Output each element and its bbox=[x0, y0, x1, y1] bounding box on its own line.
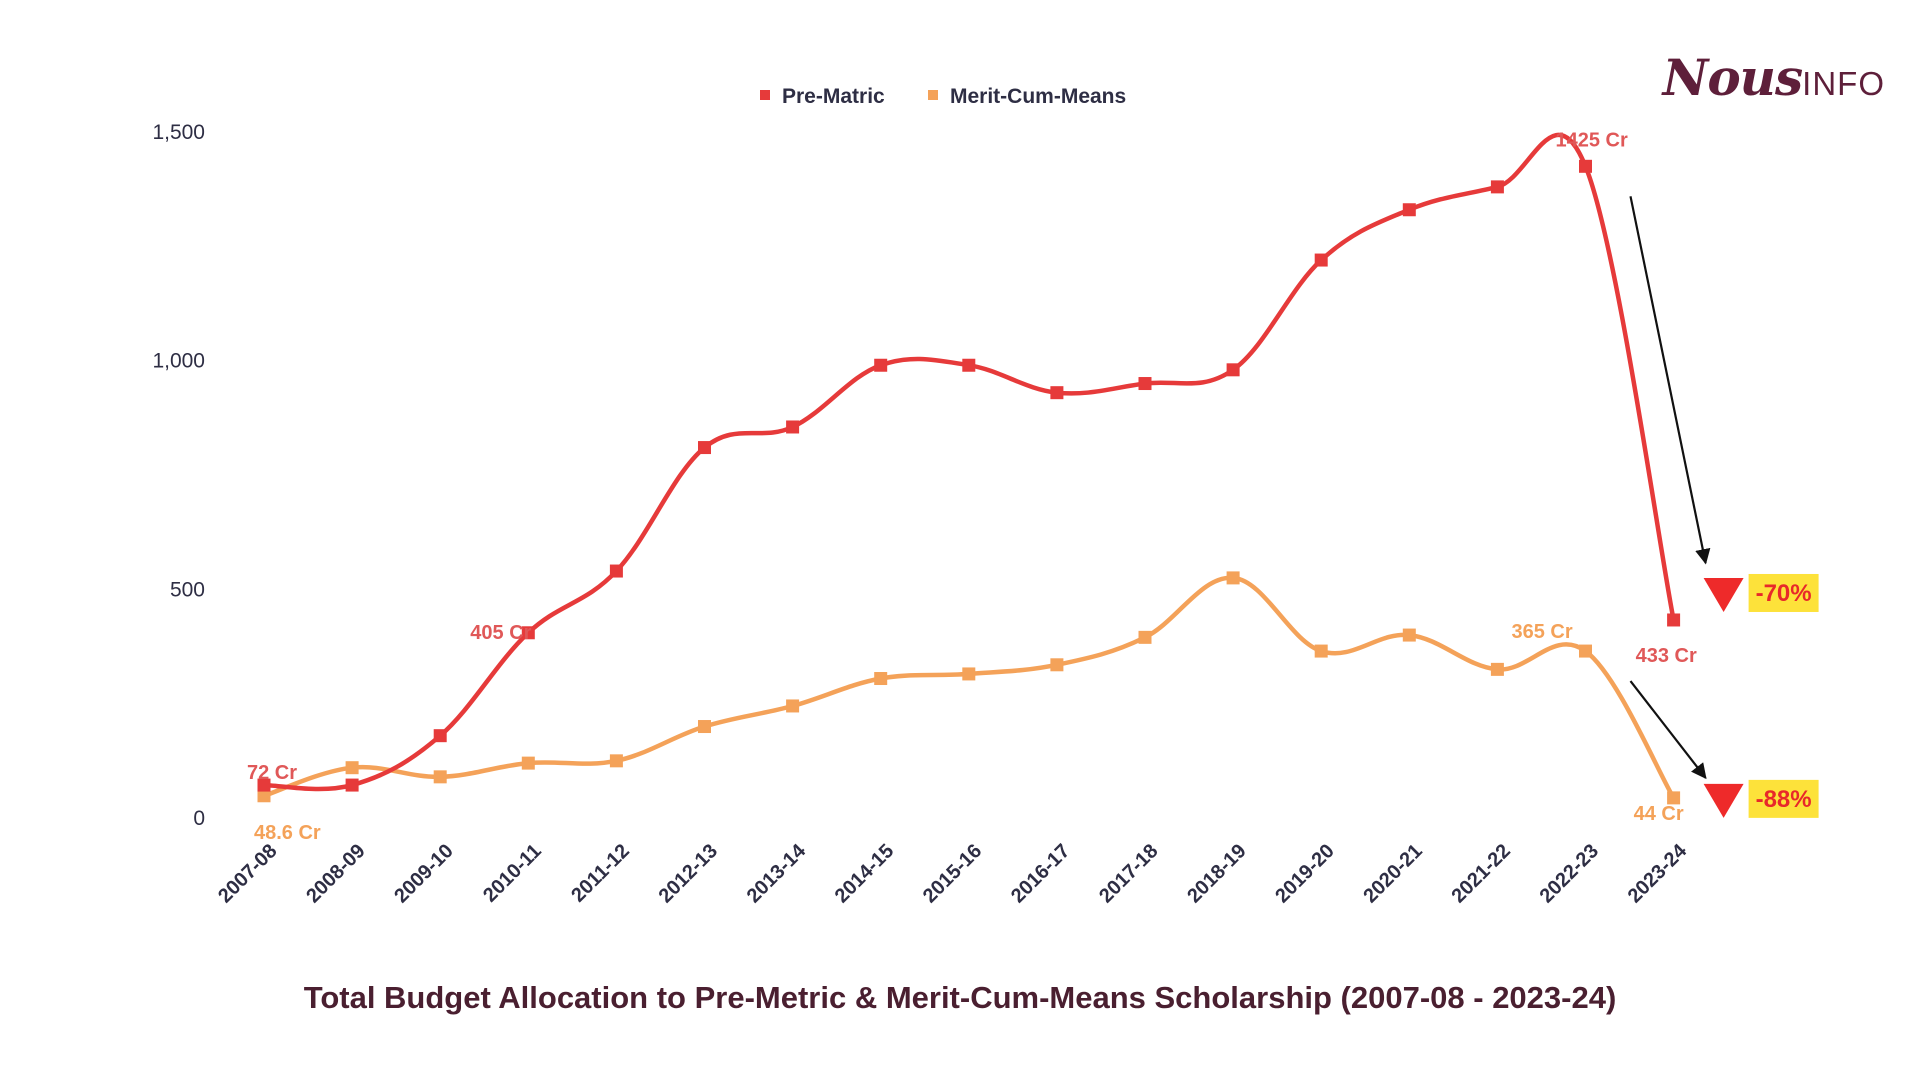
x-tick-label: 2016-17 bbox=[1007, 840, 1074, 907]
x-tick-label: 2018-19 bbox=[1183, 840, 1250, 907]
x-tick-label: 2014-15 bbox=[831, 840, 898, 907]
data-point bbox=[345, 778, 359, 792]
data-point bbox=[698, 720, 711, 734]
data-point bbox=[1314, 253, 1328, 267]
data-point bbox=[1050, 658, 1064, 672]
x-tick-label: 2019-20 bbox=[1271, 840, 1338, 907]
legend-label: Pre-Matric bbox=[782, 85, 885, 108]
chart-annotations: 72 Cr 405 Cr 1425 Cr 433 Cr 48.6 Cr 365 Cr 44 … bbox=[247, 129, 1819, 844]
change-badge-label: -88% bbox=[1756, 786, 1812, 813]
data-label: 48.6 Cr bbox=[254, 822, 321, 844]
data-point bbox=[1490, 180, 1504, 194]
series-line bbox=[261, 575, 1676, 801]
legend-swatch bbox=[928, 90, 938, 100]
data-point bbox=[1667, 613, 1681, 627]
y-tick-label: 1,000 bbox=[152, 350, 205, 373]
data-point bbox=[1050, 386, 1064, 400]
data-point bbox=[521, 626, 535, 640]
data-point bbox=[1138, 377, 1152, 391]
series-line bbox=[261, 132, 1676, 792]
legend-swatch bbox=[760, 90, 770, 100]
data-point bbox=[345, 761, 359, 775]
x-tick-label: 2022-23 bbox=[1536, 840, 1603, 907]
x-tick-label: 2012-13 bbox=[655, 840, 722, 907]
data-point bbox=[786, 420, 800, 434]
x-axis: 2007-08 2008-09 2009-10 2010-11 2011-12 2012-… bbox=[214, 839, 1692, 907]
data-point bbox=[962, 358, 976, 372]
x-tick-label: 2010-11 bbox=[479, 840, 546, 907]
down-triangle-icon bbox=[1703, 783, 1744, 818]
data-label: 433 Cr bbox=[1636, 645, 1697, 667]
x-tick-label: 2008-09 bbox=[302, 840, 369, 907]
data-point bbox=[1138, 630, 1152, 644]
change-badge-label: -70% bbox=[1756, 580, 1812, 607]
x-tick-label: 2009-10 bbox=[390, 840, 457, 907]
x-tick-label: 2013-14 bbox=[743, 839, 811, 907]
brand-logo-suffix: INFO bbox=[1802, 65, 1885, 102]
trend-arrow bbox=[1629, 196, 1711, 565]
data-point bbox=[433, 770, 447, 784]
x-tick-label: 2020-21 bbox=[1359, 840, 1426, 907]
data-point bbox=[1402, 203, 1416, 217]
data-label: 44 Cr bbox=[1634, 803, 1684, 825]
chart-legend: Pre-Matric Merit-Cum-Means bbox=[760, 85, 1126, 108]
data-point bbox=[1226, 363, 1240, 377]
y-tick-label: 500 bbox=[170, 578, 205, 601]
data-label: 405 Cr bbox=[470, 622, 531, 644]
data-point bbox=[257, 778, 271, 792]
data-point bbox=[786, 699, 800, 713]
data-label: 1425 Cr bbox=[1556, 129, 1628, 151]
data-point bbox=[1226, 571, 1240, 585]
data-point bbox=[257, 789, 271, 803]
data-point bbox=[1667, 791, 1681, 805]
x-tick-label: 2011-12 bbox=[567, 840, 634, 907]
x-tick-label: 2021-22 bbox=[1447, 840, 1514, 907]
data-point bbox=[1579, 644, 1592, 658]
data-point bbox=[433, 729, 447, 743]
data-point bbox=[609, 564, 623, 578]
legend-label: Merit-Cum-Means bbox=[950, 85, 1126, 108]
y-tick-label: 1,500 bbox=[152, 121, 205, 144]
y-tick-label: 0 bbox=[193, 807, 205, 830]
change-badge bbox=[1748, 779, 1819, 818]
data-point bbox=[962, 667, 976, 681]
change-badge bbox=[1748, 573, 1819, 612]
data-point bbox=[698, 441, 711, 455]
chart-series bbox=[257, 132, 1681, 805]
data-point bbox=[1490, 662, 1504, 676]
data-point bbox=[874, 672, 888, 686]
brand-logo: NousINFO bbox=[1663, 48, 1885, 107]
x-tick-label: 2017-18 bbox=[1095, 840, 1162, 907]
data-point bbox=[521, 756, 535, 770]
data-label: 72 Cr bbox=[247, 762, 297, 784]
down-triangle-icon bbox=[1703, 577, 1744, 612]
data-point bbox=[1314, 644, 1328, 658]
brand-logo-main: Nous bbox=[1662, 48, 1804, 107]
x-tick-label: 2023-24 bbox=[1624, 839, 1692, 907]
data-label: 365 Cr bbox=[1512, 621, 1573, 643]
x-tick-label: 2015-16 bbox=[919, 840, 986, 907]
data-point bbox=[609, 754, 623, 768]
chart-title: Total Budget Allocation to Pre-Metric & … bbox=[303, 980, 1617, 1015]
data-point bbox=[1402, 628, 1416, 642]
data-point bbox=[874, 358, 888, 372]
data-point bbox=[1579, 159, 1592, 173]
x-tick-label: 2007-08 bbox=[214, 840, 281, 907]
y-axis: 0 500 1,000 1,500 bbox=[152, 121, 205, 830]
trend-arrow bbox=[1629, 680, 1707, 780]
